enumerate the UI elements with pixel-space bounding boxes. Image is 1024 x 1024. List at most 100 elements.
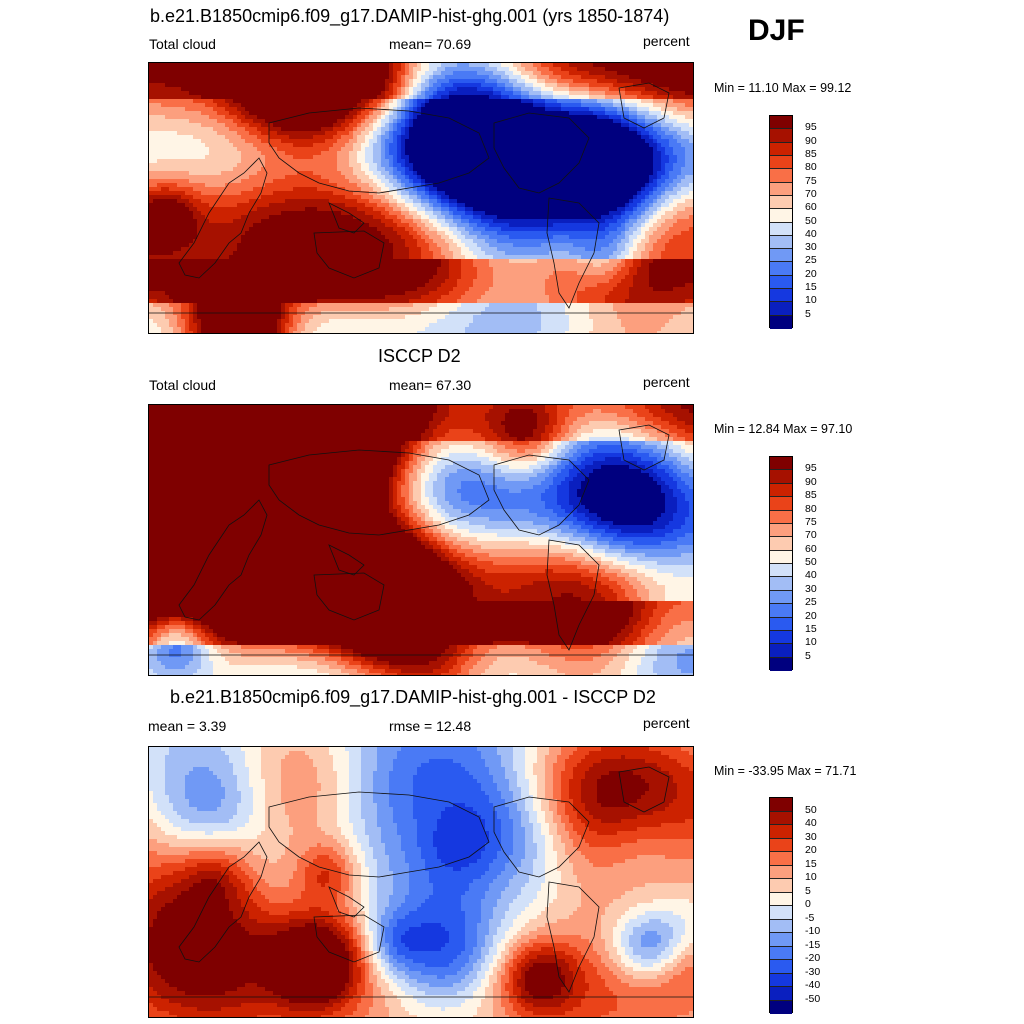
colorbar-tick-label: 90	[805, 135, 817, 147]
colorbar-swatch	[770, 973, 792, 987]
colorbar-tick-label: -5	[805, 912, 814, 924]
colorbar-swatch	[770, 852, 792, 866]
coastline	[493, 796, 590, 878]
colorbar-tick-label: 80	[805, 161, 817, 173]
colorbar-tick-label: 5	[805, 308, 811, 320]
colorbar-tick-label: 90	[805, 476, 817, 488]
map-field	[149, 63, 693, 333]
colorbar-swatch	[770, 195, 792, 210]
colorbar-tick-label: 25	[805, 596, 817, 608]
panel2-variable-label: Total cloud	[149, 377, 216, 393]
colorbar-tick-label: 60	[805, 201, 817, 213]
colorbar-swatch	[770, 483, 792, 498]
colorbar-swatch	[770, 537, 792, 551]
panel1-minmax-label: Min = 11.10 Max = 99.12	[714, 81, 851, 95]
colorbar-swatch	[770, 617, 792, 631]
panel2-mean-label: mean= 67.30	[389, 377, 471, 393]
coastline	[178, 157, 268, 279]
colorbar-swatch	[770, 169, 792, 183]
colorbar-swatch	[770, 289, 792, 303]
colorbar-swatch	[770, 825, 792, 839]
coastline	[546, 881, 600, 993]
coastline	[178, 841, 268, 963]
colorbar-swatch	[770, 865, 792, 879]
colorbar-swatch	[770, 906, 792, 920]
panel3-mean-label: mean = 3.39	[148, 718, 226, 734]
colorbar-tick-label: 70	[805, 188, 817, 200]
colorbar-tick-label: 40	[805, 228, 817, 240]
colorbar-tick-label: 20	[805, 610, 817, 622]
coastline	[618, 424, 670, 471]
colorbar-tick-label: 50	[805, 556, 817, 568]
colorbar-tick-label: 30	[805, 241, 817, 253]
colorbar-tick-label: 60	[805, 543, 817, 555]
colorbar-swatch	[770, 523, 792, 538]
colorbar-swatch	[770, 630, 792, 645]
colorbar-tick-label: 0	[805, 898, 811, 910]
coastline	[618, 766, 670, 813]
colorbar-swatch	[770, 604, 792, 618]
colorbar-swatch	[770, 644, 792, 658]
colorbar-swatch	[770, 302, 792, 316]
colorbar-swatch	[770, 222, 792, 236]
colorbar-tick-label: 85	[805, 489, 817, 501]
colorbar-swatch	[770, 497, 792, 511]
colorbar-swatch	[770, 987, 792, 1001]
colorbar-swatch	[770, 457, 792, 471]
colorbar-swatch	[770, 116, 792, 130]
coastline	[328, 886, 365, 918]
panel1-map	[148, 62, 694, 334]
colorbar-swatch	[770, 470, 792, 484]
colorbar-tick-label: 75	[805, 175, 817, 187]
colorbar-swatch	[770, 129, 792, 143]
colorbar-swatch	[770, 892, 792, 906]
colorbar-tick-label: 95	[805, 121, 817, 133]
colorbar-tick-label: 80	[805, 503, 817, 515]
colorbar-swatch	[770, 879, 792, 893]
map-field	[149, 747, 693, 1017]
colorbar-swatch	[770, 550, 792, 564]
colorbar-swatch	[770, 564, 792, 578]
colorbar-tick-label: 5	[805, 650, 811, 662]
coastline	[328, 544, 365, 576]
panel3-rmse-label: rmse = 12.48	[389, 718, 471, 734]
colorbar-tick-label: 15	[805, 281, 817, 293]
coastline	[618, 82, 670, 129]
colorbar-swatch	[770, 155, 792, 170]
colorbar-swatch	[770, 946, 792, 960]
colorbar-tick-label: 10	[805, 294, 817, 306]
colorbar-tick-label: 85	[805, 148, 817, 160]
panel3-colorbar	[769, 797, 793, 1014]
colorbar-tick-label: 50	[805, 215, 817, 227]
coastline	[313, 230, 385, 279]
colorbar-swatch	[770, 838, 792, 852]
colorbar-swatch	[770, 315, 792, 329]
colorbar-tick-label: 75	[805, 516, 817, 528]
colorbar-swatch	[770, 182, 792, 196]
colorbar-tick-label: 30	[805, 831, 817, 843]
colorbar-swatch	[770, 657, 792, 671]
colorbar-tick-label: 10	[805, 871, 817, 883]
panel2-minmax-label: Min = 12.84 Max = 97.10	[714, 422, 852, 436]
map-field	[149, 405, 693, 675]
colorbar-swatch	[770, 798, 792, 812]
colorbar-swatch	[770, 960, 792, 974]
colorbar-swatch	[770, 142, 792, 156]
panel2-map	[148, 404, 694, 676]
panel3-map	[148, 746, 694, 1018]
colorbar-tick-label: 30	[805, 583, 817, 595]
colorbar-tick-label: 20	[805, 844, 817, 856]
colorbar-tick-label: 95	[805, 462, 817, 474]
panel2-units-label: percent	[643, 374, 690, 390]
colorbar-tick-label: 10	[805, 636, 817, 648]
colorbar-tick-label: -40	[805, 979, 820, 991]
colorbar-tick-label: 15	[805, 623, 817, 635]
coastline	[493, 454, 590, 536]
colorbar-tick-label: 5	[805, 885, 811, 897]
panel1-units-label: percent	[643, 33, 690, 49]
colorbar-swatch	[770, 933, 792, 947]
colorbar-tick-label: -20	[805, 952, 820, 964]
panel3-title: b.e21.B1850cmip6.f09_g17.DAMIP-hist-ghg.…	[170, 687, 656, 708]
colorbar-tick-label: -30	[805, 966, 820, 978]
colorbar-tick-label: -15	[805, 939, 820, 951]
